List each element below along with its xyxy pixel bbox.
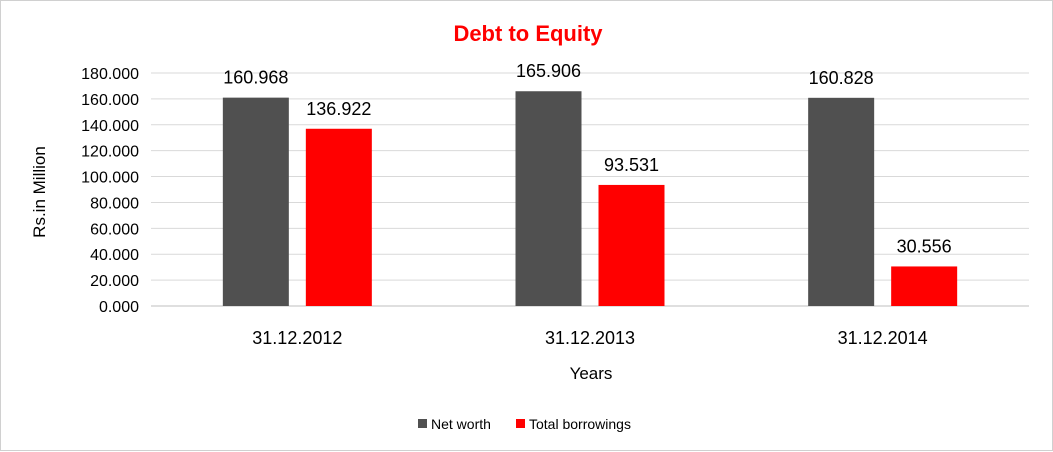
bar-total-borrowings bbox=[598, 184, 665, 306]
y-axis-label: Rs.in Million bbox=[30, 146, 49, 238]
data-label: 160.968 bbox=[223, 68, 288, 88]
data-label: 160.828 bbox=[809, 68, 874, 88]
bar-total-borrowings bbox=[891, 266, 958, 306]
y-tick-label: 180.000 bbox=[81, 66, 139, 83]
legend: Net worth Total borrowings bbox=[418, 416, 631, 432]
y-tick-label: 140.000 bbox=[81, 118, 139, 135]
data-label: 30.556 bbox=[897, 236, 952, 256]
bar-total-borrowings bbox=[305, 128, 372, 306]
bar-net-worth bbox=[515, 91, 582, 306]
y-tick-label: 100.000 bbox=[81, 170, 139, 187]
y-tick-label: 120.000 bbox=[81, 144, 139, 161]
data-label: 136.922 bbox=[306, 99, 371, 119]
y-tick-label: 20.000 bbox=[90, 273, 139, 290]
y-axis-ticks: 0.000 20.000 40.000 60.000 80.000 100.000 120.… bbox=[81, 66, 139, 316]
y-tick-label: 40.000 bbox=[90, 247, 139, 264]
x-axis-categories: 31.12.2012 31.12.2013 31.12.2014 bbox=[252, 328, 927, 348]
x-category-label: 31.12.2012 bbox=[252, 328, 342, 348]
x-category-label: 31.12.2014 bbox=[838, 328, 928, 348]
data-label: 165.906 bbox=[516, 61, 581, 81]
x-category-label: 31.12.2013 bbox=[545, 328, 635, 348]
y-tick-label: 0.000 bbox=[99, 299, 139, 316]
legend-label-total-borrowings: Total borrowings bbox=[529, 416, 631, 432]
y-tick-label: 60.000 bbox=[90, 221, 139, 238]
bar-net-worth bbox=[222, 97, 289, 306]
legend-label-net-worth: Net worth bbox=[431, 416, 491, 432]
data-labels: 160.968 136.922 165.906 93.531 160.828 30.556 bbox=[223, 61, 951, 256]
bar-net-worth bbox=[808, 97, 875, 307]
y-tick-label: 160.000 bbox=[81, 92, 139, 109]
bars bbox=[222, 91, 958, 307]
gridlines bbox=[151, 72, 1029, 307]
legend-swatch-net-worth bbox=[418, 419, 427, 428]
y-tick-label: 80.000 bbox=[90, 195, 139, 212]
legend-swatch-total-borrowings bbox=[516, 419, 525, 428]
data-label: 93.531 bbox=[604, 155, 659, 175]
chart-title: Debt to Equity bbox=[453, 21, 603, 46]
x-axis-label: Years bbox=[570, 364, 613, 383]
